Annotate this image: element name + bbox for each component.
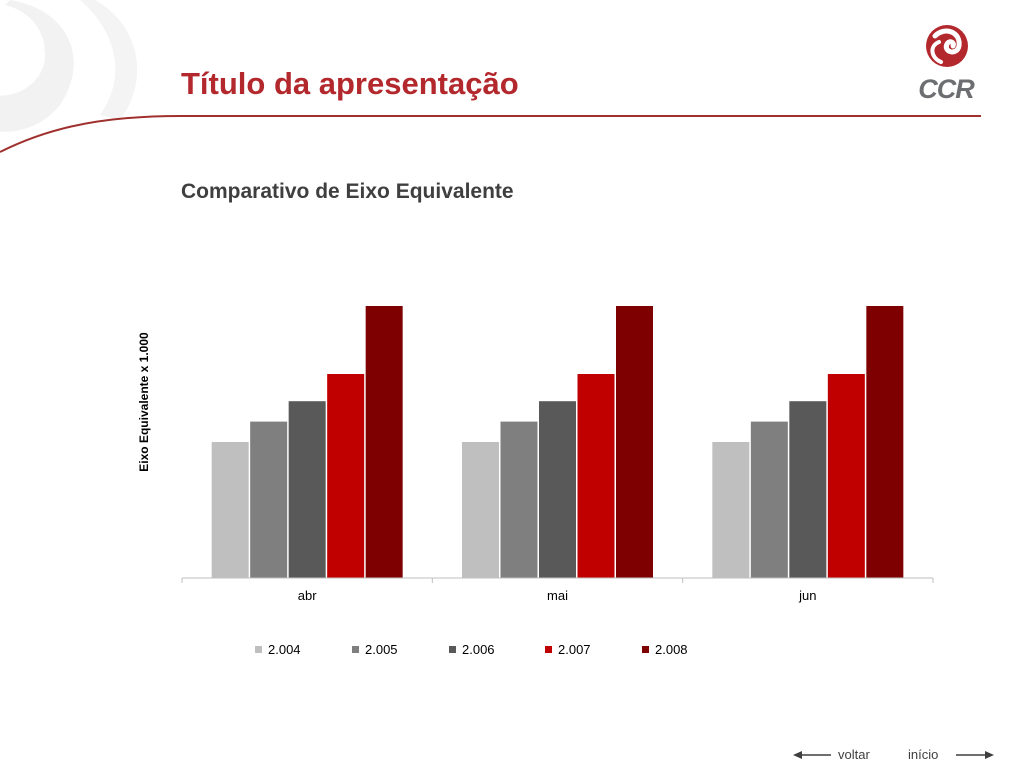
- bar-mai-2.007: [577, 374, 615, 578]
- bar-abr-2.005: [250, 421, 288, 578]
- chart-legend: 2.004 2.005 2.006 2.007 2.008: [182, 642, 933, 660]
- bars-layer: [211, 306, 904, 578]
- ticks-layer: [181, 578, 934, 583]
- bar-abr-2.008: [365, 306, 403, 578]
- legend-item: 2.007: [545, 642, 591, 657]
- legend-swatch: [642, 646, 649, 653]
- bar-abr-2.007: [327, 374, 365, 578]
- legend-label: 2.007: [558, 642, 591, 657]
- home-link[interactable]: início: [908, 747, 939, 762]
- legend-swatch: [255, 646, 262, 653]
- chart-title: Comparativo de Eixo Equivalente: [181, 180, 514, 203]
- x-tick-label: abr: [298, 588, 317, 603]
- legend-item: 2.005: [352, 642, 398, 657]
- arrow-left-icon: [793, 751, 831, 759]
- bar-jun-2.006: [789, 401, 827, 578]
- bar-abr-2.006: [288, 401, 326, 578]
- ccr-logo-icon: [926, 25, 968, 67]
- legend-item: 2.008: [642, 642, 688, 657]
- x-tick-label: jun: [798, 588, 816, 603]
- y-axis-label: Eixo Equivalente x 1.000: [137, 332, 151, 472]
- legend-swatch: [352, 646, 359, 653]
- legend-item: 2.006: [449, 642, 495, 657]
- x-tick-label: mai: [547, 588, 568, 603]
- bar-mai-2.004: [462, 442, 499, 578]
- legend-label: 2.004: [268, 642, 301, 657]
- legend-item: 2.004: [255, 642, 301, 657]
- bar-jun-2.004: [712, 442, 750, 578]
- bar-mai-2.008: [616, 306, 653, 578]
- bar-jun-2.008: [866, 306, 904, 578]
- back-link[interactable]: voltar: [838, 747, 870, 762]
- bar-abr-2.004: [211, 442, 249, 578]
- header-divider-line: [0, 115, 981, 153]
- labels-layer: abr mai jun: [298, 588, 817, 603]
- bar-jun-2.007: [827, 374, 865, 578]
- legend-swatch: [449, 646, 456, 653]
- legend-swatch: [545, 646, 552, 653]
- legend-label: 2.008: [655, 642, 688, 657]
- logo-wordmark: CCR: [918, 74, 975, 104]
- background-swirl-graphic: [0, 0, 138, 132]
- legend-label: 2.005: [365, 642, 398, 657]
- legend-label: 2.006: [462, 642, 495, 657]
- slide-title: Título da apresentação: [181, 66, 519, 101]
- bar-jun-2.005: [750, 421, 788, 578]
- bar-mai-2.005: [500, 421, 538, 578]
- arrow-right-icon: [956, 751, 994, 759]
- bar-mai-2.006: [539, 401, 576, 578]
